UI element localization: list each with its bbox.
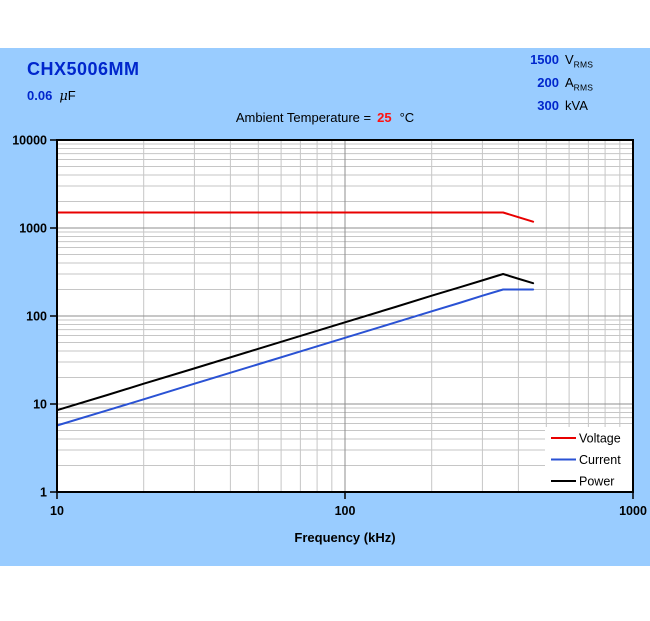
voltage-rating-row: 1500 VRMS: [523, 52, 605, 75]
capacitance-unit: F: [67, 88, 76, 103]
ratings-block: 1500 VRMS 200 ARMS 300 kVA: [523, 52, 605, 121]
x-tick-label: 10: [50, 504, 64, 518]
power-rating-value: 300: [537, 98, 559, 113]
ambient-temperature-value: 25: [377, 110, 392, 125]
current-rating-value: 200: [537, 75, 559, 90]
power-rating-unit: kVA: [565, 98, 588, 113]
voltage-rating-value: 1500: [530, 52, 559, 67]
x-tick-label: 100: [335, 504, 356, 518]
legend-label-current: Current: [579, 453, 621, 467]
y-tick-label: 1: [40, 486, 47, 500]
ambient-temperature-unit: °C: [399, 110, 415, 125]
series-line-power: [56, 273, 535, 412]
series-line-voltage: [56, 211, 535, 223]
ambient-temperature-row: Ambient Temperature = 25 °C: [0, 110, 650, 125]
y-tick-label: 1000: [19, 222, 47, 236]
current-rating-row: 200 ARMS: [523, 75, 605, 98]
part-number-title: CHX5006MM: [27, 59, 140, 79]
voltage-rating-unit: VRMS: [565, 52, 594, 70]
current-rating-unit: ARMS: [565, 75, 594, 93]
capacitance-row: 0.06 μF: [27, 88, 76, 104]
capacitance-value: 0.06: [27, 88, 53, 103]
power-rating-row: 300 kVA: [523, 98, 605, 121]
y-tick-label: 100: [26, 310, 47, 324]
x-axis-title: Frequency (kHz): [294, 530, 395, 545]
y-tick-label: 10000: [12, 134, 47, 148]
legend-label-voltage: Voltage: [579, 432, 621, 446]
legend-label-power: Power: [579, 475, 614, 489]
y-tick-label: 10: [33, 398, 47, 412]
capacitance-unit-mu: μ: [59, 89, 68, 104]
ambient-temperature-label: Ambient Temperature =: [235, 110, 372, 125]
series-line-current: [56, 288, 535, 427]
x-tick-label: 1000: [619, 504, 647, 518]
